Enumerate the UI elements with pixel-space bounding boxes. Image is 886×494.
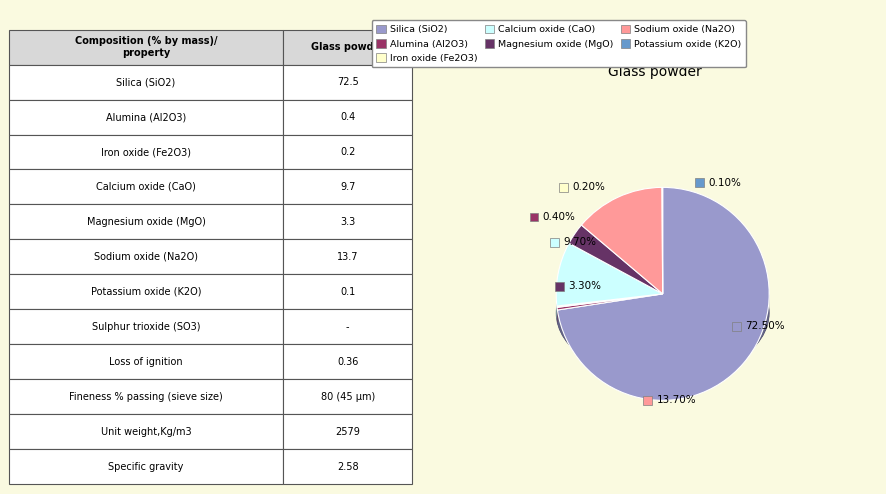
Text: Unit weight,Kg/m3: Unit weight,Kg/m3 (101, 427, 191, 437)
Wedge shape (581, 187, 663, 294)
Bar (284, 134, 412, 169)
Text: Sodium oxide (Na2O): Sodium oxide (Na2O) (94, 252, 198, 262)
Bar (9, 344, 284, 379)
Text: Calcium oxide (CaO): Calcium oxide (CaO) (96, 182, 196, 192)
Text: 3.30%: 3.30% (568, 282, 601, 291)
Wedge shape (556, 243, 663, 306)
Bar (284, 274, 412, 309)
Bar (559, 183, 568, 192)
Text: 72.5: 72.5 (337, 77, 359, 87)
Bar (9, 134, 284, 169)
Bar (9, 30, 284, 65)
Bar (284, 414, 412, 449)
Text: Sulphur trioxide (SO3): Sulphur trioxide (SO3) (92, 322, 200, 332)
Polygon shape (557, 294, 769, 380)
Text: 0.40%: 0.40% (543, 212, 576, 222)
Text: 2.58: 2.58 (337, 461, 359, 472)
Text: 13.70%: 13.70% (657, 395, 696, 406)
Text: Specific gravity: Specific gravity (108, 461, 183, 472)
Wedge shape (557, 294, 663, 307)
Bar (9, 379, 284, 414)
Legend: Silica (SiO2), Alumina (Al2O3), Iron oxide (Fe2O3), Calcium oxide (CaO), Magnesi: Silica (SiO2), Alumina (Al2O3), Iron oxi… (371, 20, 746, 68)
Bar (284, 449, 412, 484)
Text: Loss of ignition: Loss of ignition (109, 357, 183, 367)
Text: Fineness % passing (sieve size): Fineness % passing (sieve size) (69, 392, 223, 402)
Bar (9, 414, 284, 449)
Text: Glass powder: Glass powder (311, 42, 385, 52)
Bar (284, 240, 412, 274)
Text: 0.36: 0.36 (337, 357, 359, 367)
Text: Iron oxide (Fe2O3): Iron oxide (Fe2O3) (101, 147, 191, 157)
Bar (9, 169, 284, 205)
Title: Glass powder: Glass powder (609, 65, 702, 80)
Bar (696, 178, 704, 187)
Text: 0.20%: 0.20% (572, 182, 605, 192)
Text: -: - (346, 322, 349, 332)
Wedge shape (569, 225, 663, 294)
Text: 9.70%: 9.70% (563, 237, 596, 247)
Text: 80 (45 μm): 80 (45 μm) (321, 392, 375, 402)
Bar (643, 396, 652, 405)
Text: 0.2: 0.2 (340, 147, 355, 157)
Text: Composition (% by mass)/
property: Composition (% by mass)/ property (74, 37, 217, 58)
Bar (9, 309, 284, 344)
Text: 3.3: 3.3 (340, 217, 355, 227)
Wedge shape (557, 294, 663, 310)
Text: 13.7: 13.7 (337, 252, 359, 262)
Bar (284, 100, 412, 134)
Bar (284, 309, 412, 344)
Text: Magnesium oxide (MgO): Magnesium oxide (MgO) (87, 217, 206, 227)
Text: 2579: 2579 (335, 427, 360, 437)
Text: 9.7: 9.7 (340, 182, 355, 192)
Bar (284, 344, 412, 379)
Wedge shape (557, 187, 769, 400)
Bar (9, 240, 284, 274)
Bar (550, 238, 559, 247)
Bar (284, 65, 412, 100)
Bar (732, 322, 741, 331)
Bar (284, 30, 412, 65)
Bar (9, 100, 284, 134)
Bar (284, 169, 412, 205)
Ellipse shape (556, 247, 769, 380)
Bar (530, 212, 539, 221)
Bar (9, 274, 284, 309)
Text: Silica (SiO2): Silica (SiO2) (116, 77, 175, 87)
Text: 0.1: 0.1 (340, 287, 355, 297)
Text: 0.4: 0.4 (340, 112, 355, 122)
Text: Alumina (Al2O3): Alumina (Al2O3) (106, 112, 186, 122)
Bar (284, 205, 412, 240)
Bar (555, 282, 563, 291)
Text: 0.10%: 0.10% (709, 178, 742, 188)
Bar (9, 205, 284, 240)
Bar (284, 379, 412, 414)
Text: Potassium oxide (K2O): Potassium oxide (K2O) (90, 287, 201, 297)
Bar (9, 65, 284, 100)
Bar (9, 449, 284, 484)
Text: 72.50%: 72.50% (745, 322, 785, 331)
